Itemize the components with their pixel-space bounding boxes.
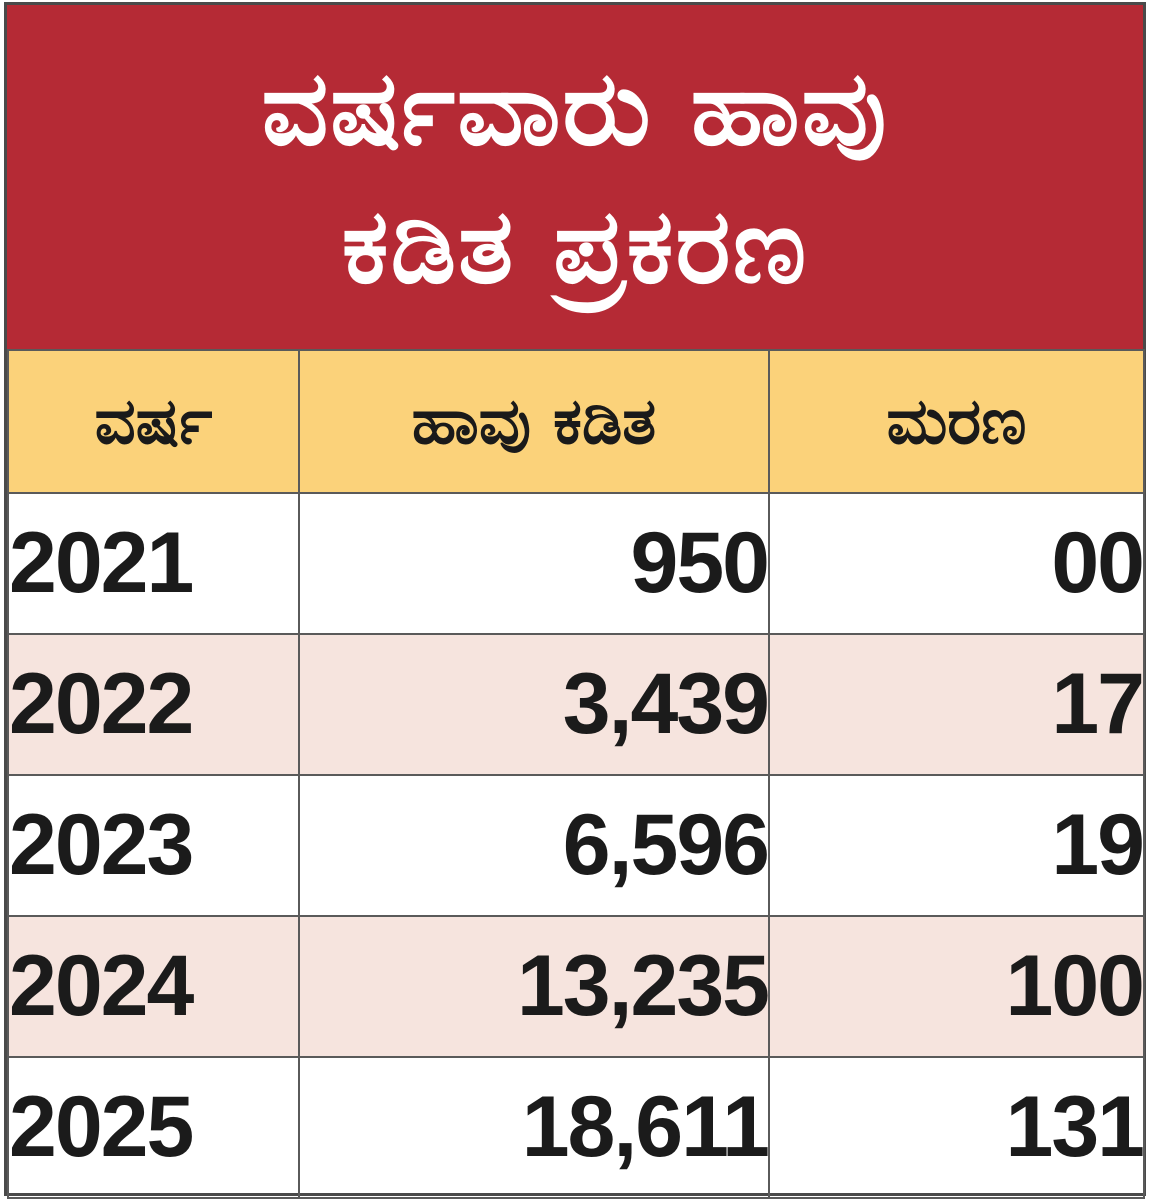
year-cell: 2023 xyxy=(7,774,300,917)
year-cell: 2024 xyxy=(7,915,300,1058)
title-line-2: ಕಡಿತ ಪ್ರಕರಣ xyxy=(341,185,809,307)
year-cell: 2025 xyxy=(7,1056,300,1199)
deaths-cell: 17 xyxy=(768,633,1145,776)
infographic-card: ವರ್ಷವಾರು ಹಾವು ಕಡಿತ ಪ್ರಕರಣ ವರ್ಷ ಹಾವು ಕಡಿತ… xyxy=(4,2,1146,1199)
deaths-cell: 00 xyxy=(768,492,1145,635)
header-row: ವರ್ಷ ಹಾವು ಕಡಿತ ಮರಣ xyxy=(7,349,1145,494)
bites-cell: 3,439 xyxy=(298,633,770,776)
year-cell: 2022 xyxy=(7,633,300,776)
bites-cell: 950 xyxy=(298,492,770,635)
deaths-cell: 100 xyxy=(768,915,1145,1058)
column-header-year: ವರ್ಷ xyxy=(7,349,300,494)
bites-cell: 13,235 xyxy=(298,915,770,1058)
snakebite-table: ವರ್ಷ ಹಾವು ಕಡಿತ ಮರಣ 2021 950 00 2022 3,43… xyxy=(7,349,1145,1199)
year-cell: 2021 xyxy=(7,492,300,635)
column-header-bites: ಹಾವು ಕಡಿತ xyxy=(298,349,770,494)
bites-cell: 6,596 xyxy=(298,774,770,917)
table-row: 2021 950 00 xyxy=(7,492,1145,635)
table-row: 2025 18,611 131 xyxy=(7,1056,1145,1199)
title-line-1: ವರ್ಷವಾರು ಹಾವು xyxy=(261,47,889,169)
deaths-cell: 19 xyxy=(768,774,1145,917)
bites-cell: 18,611 xyxy=(298,1056,770,1199)
title-banner: ವರ್ಷವಾರು ಹಾವು ಕಡಿತ ಪ್ರಕರಣ xyxy=(7,5,1143,349)
table-row: 2024 13,235 100 xyxy=(7,915,1145,1058)
column-header-deaths: ಮರಣ xyxy=(768,349,1145,494)
deaths-cell: 131 xyxy=(768,1056,1145,1199)
table-row: 2022 3,439 17 xyxy=(7,633,1145,776)
table-row: 2023 6,596 19 xyxy=(7,774,1145,917)
